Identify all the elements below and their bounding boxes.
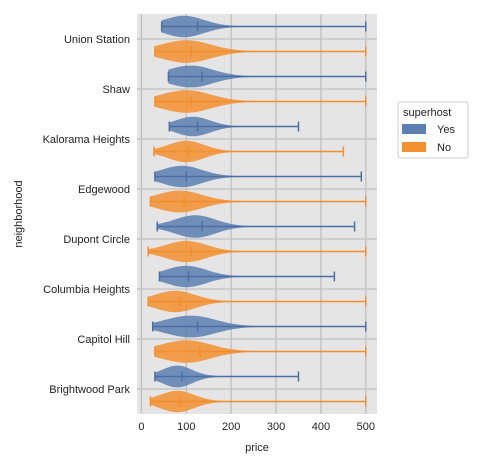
legend-label-no: No (437, 142, 451, 154)
legend: superhost Yes No (397, 101, 469, 159)
legend-title: superhost (403, 107, 451, 119)
y-tick-label: Columbia Heights (43, 284, 130, 296)
y-tick-label: Brightwood Park (49, 384, 130, 396)
y-tick-label: Edgewood (78, 184, 130, 196)
y-tick-label: Dupont Circle (63, 234, 130, 246)
x-tick-labels: 0 100 200 300 400 500 (138, 421, 375, 433)
x-tick-label: 500 (357, 421, 375, 433)
x-tick-label: 0 (138, 421, 144, 433)
legend-swatch-no (402, 142, 426, 152)
y-tick-labels: Union Station Shaw Kalorama Heights Edgewoo… (43, 34, 131, 396)
y-axis-label: neighborhood (13, 180, 25, 247)
x-tick-label: 100 (177, 421, 195, 433)
y-tick-label: Kalorama Heights (43, 134, 131, 146)
y-tick-label: Shaw (102, 84, 130, 96)
grid-lines (137, 14, 377, 414)
legend-label-yes: Yes (437, 124, 455, 136)
x-tick-label: 300 (267, 421, 285, 433)
legend-swatch-yes (402, 124, 426, 134)
x-axis-label: price (245, 442, 269, 454)
y-tick-label: Union Station (64, 34, 130, 46)
x-tick-label: 400 (312, 421, 330, 433)
violins (147, 15, 367, 413)
y-tick-label: Capitol Hill (77, 334, 130, 346)
x-tick-label: 200 (222, 421, 240, 433)
